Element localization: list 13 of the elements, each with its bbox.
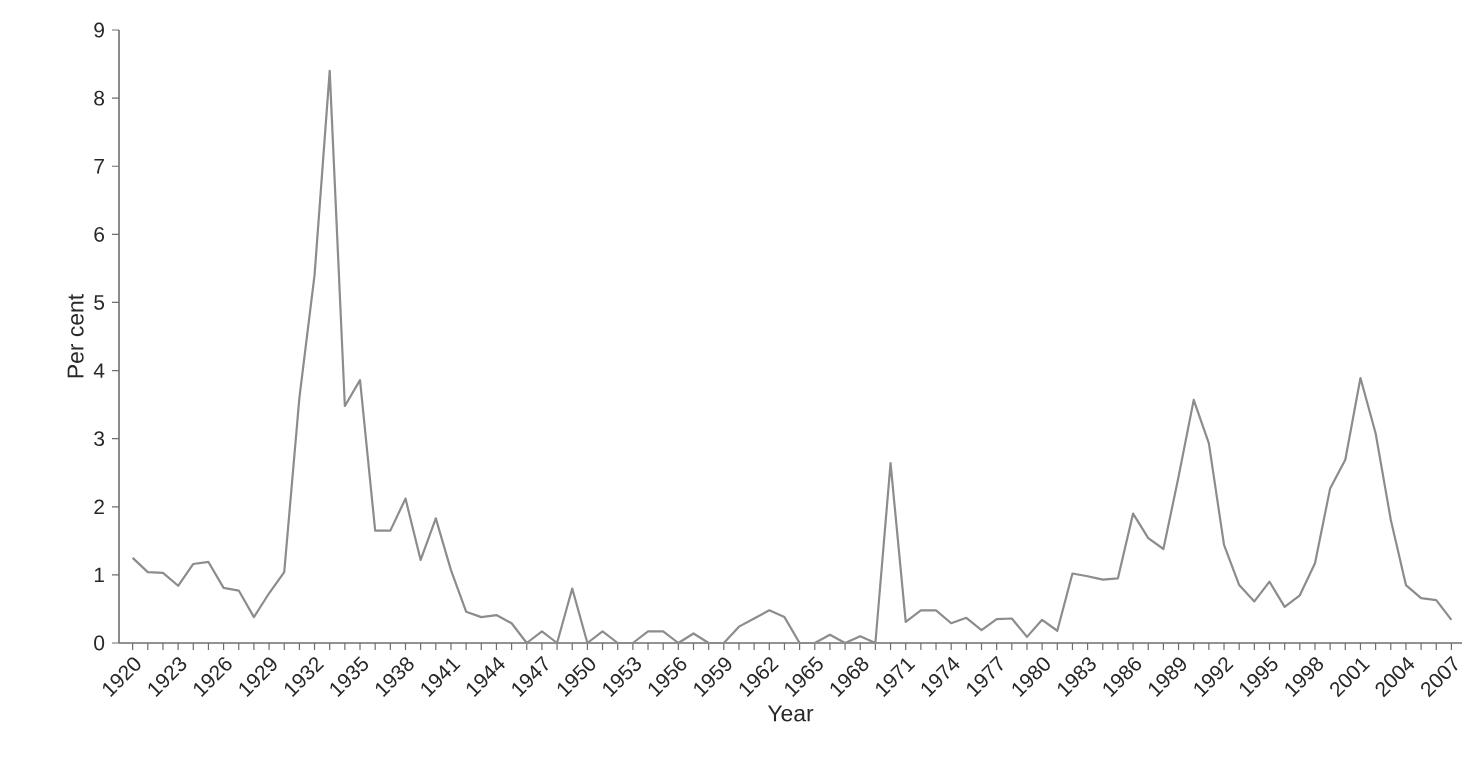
x-axis-title: Year	[767, 705, 814, 722]
y-tick-label: 7	[94, 159, 104, 174]
y-tick-label: 8	[94, 90, 105, 106]
y-tick-label: 9	[94, 22, 104, 38]
y-tick-label: 4	[93, 363, 105, 378]
y-tick-label: 5	[94, 295, 105, 310]
y-tick-label: 0	[94, 635, 105, 651]
y-axis-title: Per cent	[67, 294, 84, 378]
y-tick-label: 1	[94, 567, 104, 583]
y-tick-label: 3	[94, 431, 105, 447]
line-series	[131, 69, 1453, 645]
y-tick-label: 6	[94, 226, 105, 242]
y-tick-label: 2	[94, 499, 104, 515]
